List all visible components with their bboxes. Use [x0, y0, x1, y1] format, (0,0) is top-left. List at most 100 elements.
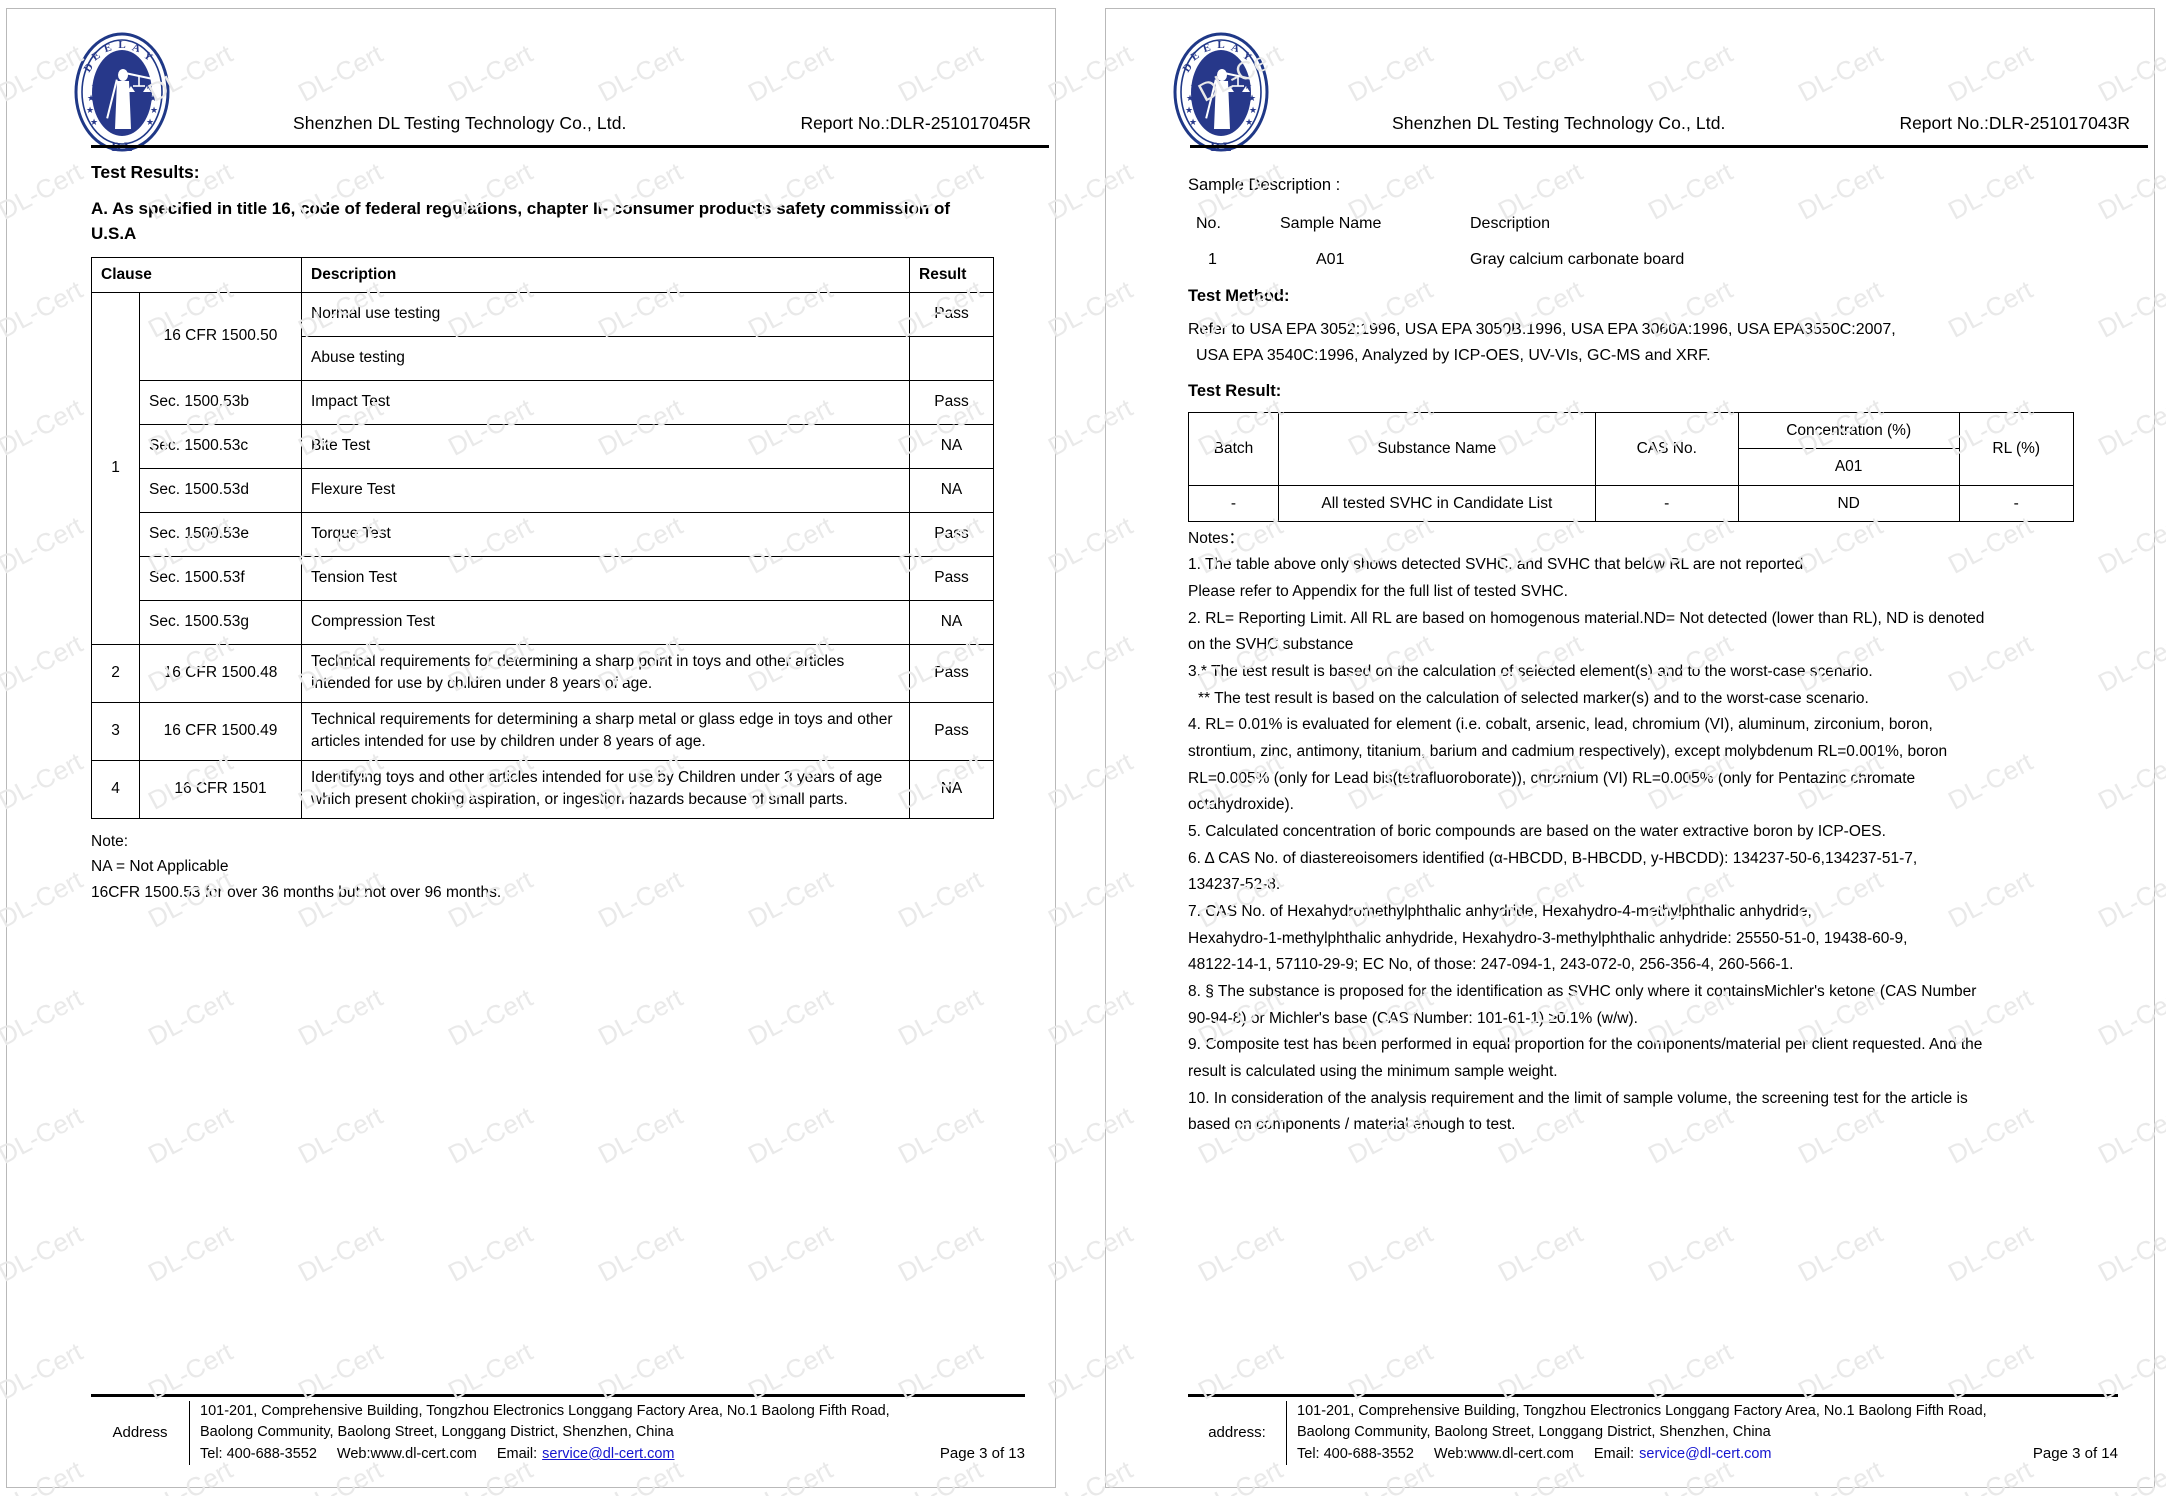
svg-text:★: ★ [1189, 117, 1197, 127]
col-header-description: Description [301, 256, 910, 294]
table-row: Sec. 1500.53d Flexure Test NA [92, 468, 994, 513]
note-block: Note: NA = Not Applicable 16CFR 1500.53 … [91, 829, 1025, 906]
col-header-concentration: Concentration (%) [1737, 412, 1960, 450]
cell-result: Pass [909, 701, 994, 761]
note-line: 7. CAS No. of Hexahydromethylphthalic an… [1188, 902, 1812, 920]
svg-text:★: ★ [90, 117, 98, 127]
note-line: 3.* The test result is based on the calc… [1188, 663, 1873, 681]
footer-email-label: Email: [496, 1445, 538, 1462]
scope-statement: A. As specified in title 16, code of fed… [91, 199, 951, 243]
cell-clause-no: 2 [91, 644, 140, 703]
company-logo-icon: D E E L A Y [67, 29, 177, 161]
notes-title: Notes： [1188, 529, 1244, 547]
footer-tel: Tel: 400-688-3552 [200, 1445, 317, 1462]
company-name-left: Shenzhen DL Testing Technology Co., Ltd. [293, 113, 627, 133]
sample-col-desc: Description [1470, 214, 1551, 232]
col-header-cas: CAS No. [1594, 412, 1739, 486]
footer-web: Web:www.dl-cert.com [1433, 1445, 1574, 1462]
note-line: 10. In consideration of the analysis req… [1188, 1089, 1968, 1107]
cell-description: Flexure Test [301, 468, 910, 513]
svg-text:★: ★ [86, 105, 94, 115]
footer-address-line1: 101-201, Comprehensive Building, Tongzho… [1297, 1402, 1987, 1419]
footer-email-link[interactable]: service@dl-cert.com [1639, 1445, 1772, 1462]
test-results-heading: Test Results: [91, 162, 200, 182]
col-header-result: Result [909, 256, 994, 294]
sample-description-table: No. Sample Name Description 1 A01 Gray c… [1188, 212, 2118, 272]
page-body-right: Sample Description : No. Sample Name Des… [1106, 149, 2154, 1369]
svg-text:L: L [1217, 39, 1224, 51]
header-divider-right [1190, 145, 2148, 148]
footer-divider-left [91, 1393, 1025, 1397]
note-line: result is calculated using the minimum s… [1188, 1062, 1558, 1080]
svg-text:E: E [102, 41, 113, 55]
cell-description: Identifying toys and other articles inte… [301, 759, 910, 819]
cell-description: Technical requirements for determining a… [301, 701, 910, 761]
note-line: RL=0.005% (only for Lead bis(tetrafluoro… [1188, 769, 1916, 787]
footer-email-label: Email: [1593, 1445, 1635, 1462]
cell-description: Compression Test [301, 600, 910, 645]
cell-clause: 16 CFR 1501 [139, 759, 302, 819]
sample-value-name: A01 [1316, 250, 1345, 268]
sample-col-name: Sample Name [1280, 214, 1382, 232]
footer-email-link[interactable]: service@dl-cert.com [542, 1445, 675, 1462]
svg-text:A: A [1230, 41, 1241, 55]
note-line: 48122-14-1, 57110-29-9; EC No, of those:… [1188, 956, 1794, 974]
test-method-line: Refer to USA EPA 3052:1996, USA EPA 3050… [1188, 320, 1896, 338]
cell-clause: 16 CFR 1500.50 [139, 292, 302, 381]
cell-clause: Sec. 1500.53f [139, 556, 302, 601]
sample-header-row: No. Sample Name Description [1188, 212, 2118, 236]
svhc-result-table: Batch Substance Name CAS No. Concentrati… [1188, 412, 2075, 522]
cell-result: NA [909, 600, 994, 645]
table-subheader-row: A01 [1189, 448, 2074, 486]
col-header-rl: RL (%) [1958, 412, 2075, 486]
cell-result: NA [909, 424, 994, 469]
table-row: 3 16 CFR 1500.49 Technical requirements … [91, 701, 994, 761]
cell-rl: - [1958, 484, 2075, 522]
table-row: 1 16 CFR 1500.50 Normal use testing Pass [91, 292, 994, 645]
cell-description: Bite Test [301, 424, 910, 469]
document-page-left: D E E L A Y [6, 8, 1056, 1488]
table-row: Sec. 1500.53b Impact Test Pass [92, 380, 994, 425]
note-line: 8. § The substance is proposed for the i… [1188, 982, 1977, 1000]
svg-text:★: ★ [1249, 105, 1257, 115]
company-name-right: Shenzhen DL Testing Technology Co., Ltd. [1392, 113, 1726, 133]
sample-description-heading: Sample Description : [1188, 176, 1341, 194]
table-header-row: Batch Substance Name CAS No. Concentrati… [1188, 412, 2075, 486]
note-line: ** The test result is based on the calcu… [1198, 689, 1869, 707]
footer-web: Web:www.dl-cert.com [336, 1445, 477, 1462]
note-line: Hexahydro-1-methylphthalic anhydride, He… [1188, 929, 1908, 947]
cell-result: NA [909, 468, 994, 513]
sample-value-desc: Gray calcium carbonate board [1470, 250, 1685, 268]
cell-batch: - [1188, 484, 1279, 522]
col-header-batch: Batch [1188, 412, 1279, 486]
note-line: 6. Δ CAS No. of diastereoisomers identif… [1188, 849, 1918, 867]
document-page-right: D E E L A Y [1105, 8, 2155, 1488]
table-row: - All tested SVHC in Candidate List - ND… [1188, 484, 2075, 522]
note-line: 90-94-8) or Michler's base (CAS Number: … [1188, 1009, 1638, 1027]
footer-address-line2: Baolong Community, Baolong Street, Longg… [1297, 1423, 1771, 1440]
cell-clause-no: 1 [91, 292, 140, 645]
footer-tel: Tel: 400-688-3552 [1297, 1445, 1414, 1462]
footer-page-number: Page 3 of 14 [2032, 1444, 2118, 1462]
cell-description: Technical requirements for determining a… [301, 644, 910, 703]
note-line: based on components / material enough to… [1188, 1116, 1516, 1134]
svg-text:★: ★ [87, 93, 95, 103]
cell-clause: Sec. 1500.53d [139, 468, 302, 513]
note-line: octahydroxide). [1188, 796, 1294, 814]
cell-clause: Sec. 1500.53e [139, 512, 302, 557]
svg-text:★: ★ [1186, 93, 1194, 103]
table-row: 4 16 CFR 1501 Identifying toys and other… [91, 759, 994, 819]
cell-result: Pass [909, 556, 994, 601]
cell-clause-no: 4 [91, 759, 140, 819]
col-header-clause: Clause [91, 256, 302, 294]
table-row: Sec. 1500.53c Bite Test NA [92, 424, 994, 469]
page-header-right: D E E L A Y [1106, 9, 2154, 154]
cell-result: Pass [909, 380, 994, 425]
note-line: 134237-52-8. [1188, 876, 1281, 894]
cell-clause: 16 CFR 1500.48 [139, 644, 302, 703]
svg-text:★: ★ [146, 117, 154, 127]
table-row: Sec. 1500.53g Compression Test NA [92, 600, 994, 645]
svg-text:★: ★ [1248, 93, 1256, 103]
cell-description: Impact Test [301, 380, 910, 425]
footer-page-number: Page 3 of 13 [939, 1444, 1025, 1462]
